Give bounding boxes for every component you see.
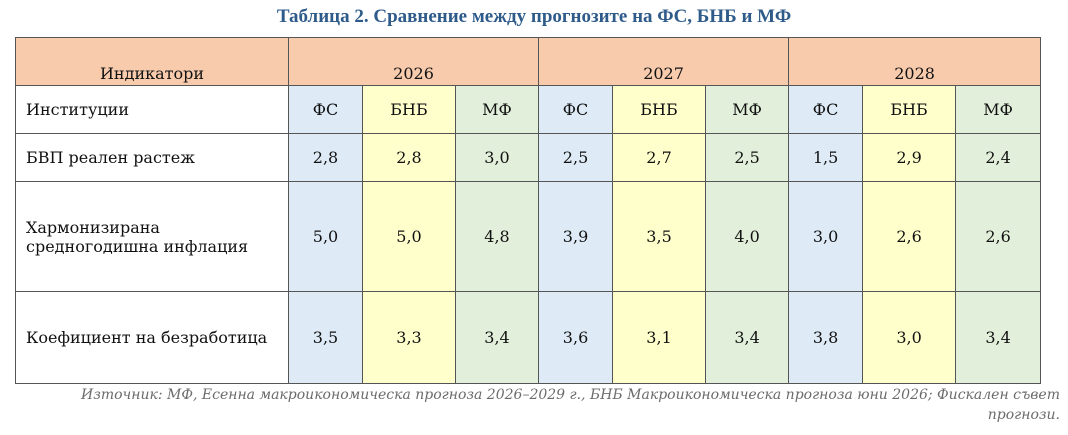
data-row: Коефициент на безработица 3,5 3,3 3,4 3,6 3,1…	[15, 291, 1042, 384]
value-cell: 3,5	[612, 181, 707, 292]
value-cell: 2,6	[862, 181, 957, 292]
value-cell: 2,4	[955, 133, 1042, 182]
institution-header: БНБ	[362, 85, 456, 134]
value-cell: 2,5	[705, 133, 790, 182]
value-cell: 3,6	[538, 291, 614, 384]
value-cell: 3,4	[454, 291, 540, 384]
row-label: Хармонизирана средногодишна инфлация	[15, 181, 289, 292]
value-cell: 3,0	[788, 181, 864, 292]
institutions-row: Институции ФС БНБ МФ ФС БНБ МФ ФС БНБ МФ	[15, 85, 1042, 134]
institution-header: БНБ	[612, 85, 707, 134]
value-cell: 3,0	[454, 133, 540, 182]
institution-header: ФС	[538, 85, 614, 134]
value-cell: 5,0	[362, 181, 456, 292]
institution-header: ФС	[288, 85, 363, 134]
year-header: 2027	[538, 37, 790, 86]
table-title: Таблица 2. Сравнение между прогнозите на…	[276, 6, 792, 27]
value-cell: 2,8	[362, 133, 456, 182]
value-cell: 2,8	[288, 133, 363, 182]
value-cell: 3,5	[288, 291, 363, 384]
value-cell: 3,3	[362, 291, 456, 384]
value-cell: 3,9	[538, 181, 614, 292]
value-cell: 3,4	[705, 291, 790, 384]
value-cell: 5,0	[288, 181, 363, 292]
header-row: Индикатори 2026 2027 2028	[15, 37, 1042, 86]
row-label: Коефициент на безработица	[15, 291, 289, 384]
institution-header: МФ	[454, 85, 540, 134]
value-cell: 1,5	[788, 133, 864, 182]
value-cell: 3,1	[612, 291, 707, 384]
value-cell: 2,7	[612, 133, 707, 182]
value-cell: 3,8	[788, 291, 864, 384]
value-cell: 4,8	[454, 181, 540, 292]
value-cell: 4,0	[705, 181, 790, 292]
row-label: Институции	[15, 85, 289, 134]
institution-header: ФС	[788, 85, 864, 134]
indicator-header: Индикатори	[15, 37, 289, 86]
institution-header: МФ	[705, 85, 790, 134]
year-header: 2028	[788, 37, 1042, 86]
value-cell: 2,9	[862, 133, 957, 182]
row-label: БВП реален растеж	[15, 133, 289, 182]
data-row: БВП реален растеж 2,8 2,8 3,0 2,5 2,7 2,5 1,5 2,…	[15, 133, 1042, 182]
value-cell: 3,0	[862, 291, 957, 384]
comparison-table: Индикатори 2026 2027 2028 Институции ФС БНБ МФ Ф…	[15, 37, 1042, 384]
value-cell: 2,5	[538, 133, 614, 182]
institution-header: МФ	[955, 85, 1042, 134]
institution-header: БНБ	[862, 85, 957, 134]
source-note: Източник: МФ, Есенна макроикономическа п…	[81, 387, 1060, 423]
year-header: 2026	[287, 37, 540, 86]
value-cell: 2,6	[955, 181, 1042, 292]
data-row: Хармонизирана средногодишна инфлация 5,0 5…	[15, 181, 1042, 292]
value-cell: 3,4	[955, 291, 1042, 384]
